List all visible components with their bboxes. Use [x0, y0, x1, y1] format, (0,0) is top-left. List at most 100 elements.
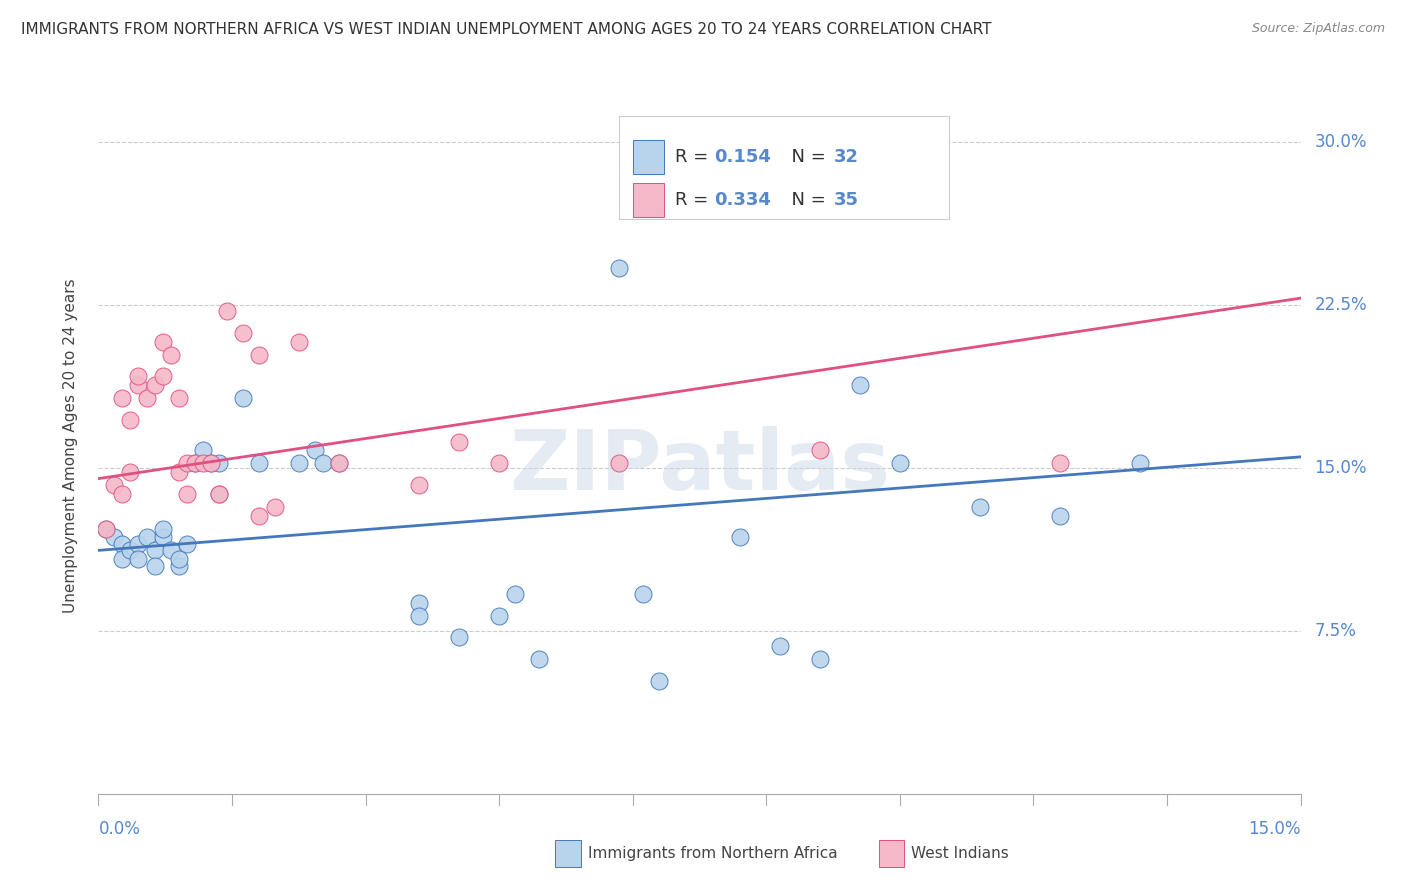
- Text: ZIPatlas: ZIPatlas: [509, 426, 890, 508]
- Point: [143, 543, 166, 558]
- Point: [120, 413, 142, 427]
- Point: [128, 369, 150, 384]
- Point: [152, 334, 174, 349]
- Point: [152, 369, 174, 384]
- Text: 32: 32: [834, 148, 859, 166]
- Point: [135, 391, 157, 405]
- Point: [111, 391, 134, 405]
- Text: N =: N =: [780, 191, 832, 209]
- Point: [183, 457, 205, 471]
- Text: Immigrants from Northern Africa: Immigrants from Northern Africa: [588, 847, 838, 861]
- Point: [208, 487, 231, 501]
- Point: [183, 457, 205, 471]
- Point: [808, 443, 831, 458]
- Point: [215, 304, 238, 318]
- Point: [128, 537, 150, 551]
- Point: [408, 608, 430, 623]
- Point: [167, 391, 190, 405]
- Text: 7.5%: 7.5%: [1315, 622, 1357, 640]
- Point: [200, 457, 222, 471]
- Point: [111, 552, 134, 566]
- Point: [488, 457, 510, 471]
- Point: [232, 326, 254, 340]
- Point: [208, 487, 231, 501]
- Point: [889, 457, 911, 471]
- Point: [232, 391, 254, 405]
- Point: [167, 558, 190, 573]
- Point: [529, 652, 551, 666]
- Point: [176, 457, 198, 471]
- Point: [969, 500, 991, 514]
- Point: [111, 487, 134, 501]
- Text: R =: R =: [675, 191, 714, 209]
- Point: [135, 530, 157, 544]
- Point: [768, 639, 790, 653]
- Point: [633, 587, 655, 601]
- Point: [152, 522, 174, 536]
- Point: [96, 522, 118, 536]
- Point: [1129, 457, 1152, 471]
- Point: [200, 457, 222, 471]
- Point: [191, 457, 214, 471]
- Point: [328, 457, 350, 471]
- Y-axis label: Unemployment Among Ages 20 to 24 years: Unemployment Among Ages 20 to 24 years: [63, 278, 77, 614]
- Point: [128, 378, 150, 392]
- Text: Source: ZipAtlas.com: Source: ZipAtlas.com: [1251, 22, 1385, 36]
- Point: [103, 478, 125, 492]
- Text: 22.5%: 22.5%: [1315, 295, 1367, 314]
- Point: [143, 558, 166, 573]
- Point: [488, 608, 510, 623]
- Point: [304, 443, 326, 458]
- Point: [1049, 508, 1071, 523]
- Point: [176, 487, 198, 501]
- Point: [288, 457, 311, 471]
- Point: [128, 552, 150, 566]
- Point: [447, 434, 470, 449]
- Point: [247, 508, 270, 523]
- Point: [447, 630, 470, 644]
- Text: IMMIGRANTS FROM NORTHERN AFRICA VS WEST INDIAN UNEMPLOYMENT AMONG AGES 20 TO 24 : IMMIGRANTS FROM NORTHERN AFRICA VS WEST …: [21, 22, 991, 37]
- Point: [247, 457, 270, 471]
- Point: [648, 195, 671, 210]
- Point: [529, 52, 551, 66]
- Text: 0.0%: 0.0%: [98, 820, 141, 838]
- Point: [176, 537, 198, 551]
- Point: [849, 378, 872, 392]
- Point: [1049, 457, 1071, 471]
- Point: [152, 530, 174, 544]
- Point: [120, 465, 142, 479]
- Text: 30.0%: 30.0%: [1315, 133, 1367, 151]
- Text: N =: N =: [780, 148, 832, 166]
- Point: [263, 500, 285, 514]
- Point: [609, 457, 631, 471]
- Text: R =: R =: [675, 148, 714, 166]
- Text: 0.334: 0.334: [714, 191, 770, 209]
- Point: [408, 596, 430, 610]
- Point: [312, 457, 335, 471]
- Point: [143, 378, 166, 392]
- Point: [328, 457, 350, 471]
- Point: [103, 530, 125, 544]
- Text: 0.154: 0.154: [714, 148, 770, 166]
- Point: [111, 537, 134, 551]
- Text: 15.0%: 15.0%: [1249, 820, 1301, 838]
- Text: 15.0%: 15.0%: [1315, 458, 1367, 476]
- Point: [247, 348, 270, 362]
- Point: [208, 457, 231, 471]
- Point: [120, 543, 142, 558]
- Point: [167, 552, 190, 566]
- Point: [728, 530, 751, 544]
- Point: [159, 543, 181, 558]
- Point: [408, 478, 430, 492]
- Point: [159, 348, 181, 362]
- Point: [609, 260, 631, 275]
- Point: [503, 587, 526, 601]
- Point: [808, 652, 831, 666]
- Point: [288, 334, 311, 349]
- Text: West Indians: West Indians: [911, 847, 1010, 861]
- Point: [648, 673, 671, 688]
- Point: [191, 443, 214, 458]
- Text: 35: 35: [834, 191, 859, 209]
- Point: [96, 522, 118, 536]
- Point: [167, 465, 190, 479]
